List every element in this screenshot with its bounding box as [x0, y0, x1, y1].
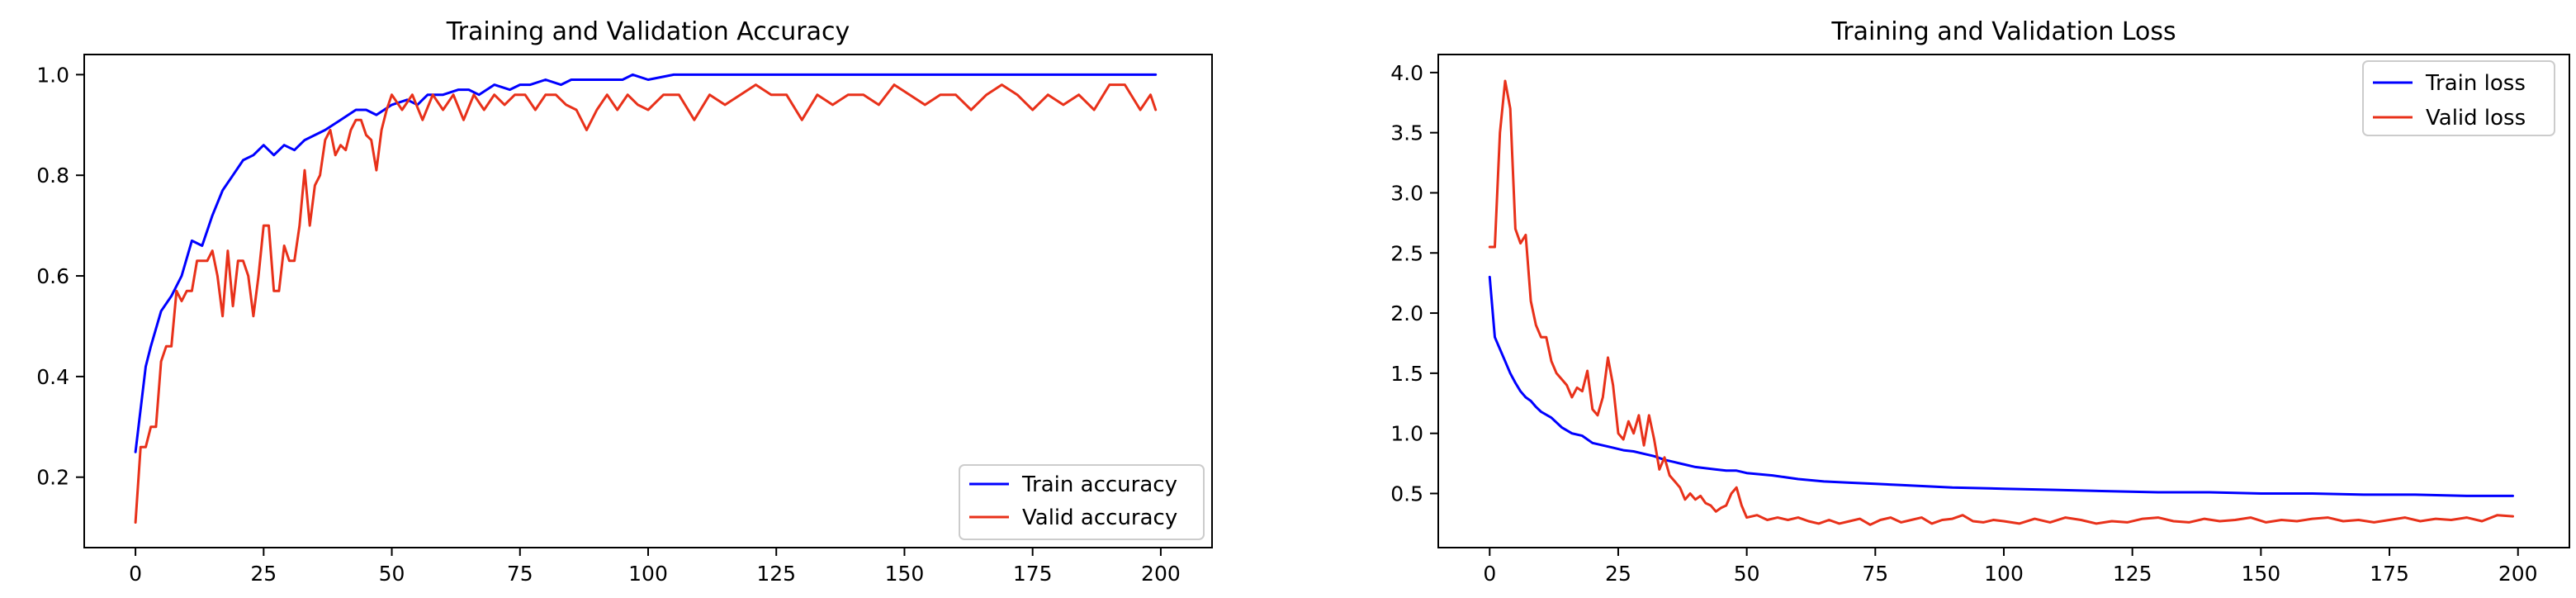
loss-x-tick-label: 0: [1483, 562, 1496, 586]
loss-x-tick-label: 200: [2498, 562, 2538, 586]
accuracy-x-tick-label: 200: [1141, 562, 1181, 586]
loss-y-tick-label: 3.5: [1390, 121, 1423, 145]
accuracy-x-tick-label: 150: [885, 562, 925, 586]
loss-legend: Train loss Valid loss: [2362, 60, 2555, 136]
accuracy-chart: Training and Validation Accuracy 0 25 50 75…: [36, 17, 1213, 586]
loss-x-tick-label: 50: [1734, 562, 1760, 586]
loss-x-tick-label: 125: [2113, 562, 2152, 586]
accuracy-x-tick-label: 125: [756, 562, 796, 586]
accuracy-x-tick-label: 75: [507, 562, 533, 586]
accuracy-y-tick-label: 0.6: [36, 264, 69, 288]
loss-plot-area: [1488, 79, 2514, 526]
loss-x-tick-label: 175: [2370, 562, 2409, 586]
accuracy-x-tick-label: 25: [250, 562, 277, 586]
legend-label-valid-loss: Valid loss: [2426, 106, 2526, 131]
loss-x-tick-label: 75: [1862, 562, 1888, 586]
accuracy-x-tick-label: 0: [129, 562, 142, 586]
accuracy-x-tick-label: 100: [628, 562, 668, 586]
loss-x-tick-label: 150: [2242, 562, 2281, 586]
accuracy-series-line-0: [134, 73, 1158, 453]
loss-axes: 0 25 50 75 100 125 150 175 200 0.5 1.0 1.5 2.0 2.5 3.0…: [1390, 54, 2570, 586]
loss-y-tick-label: 2.0: [1390, 301, 1423, 325]
loss-series-line-0: [1488, 275, 2514, 497]
accuracy-chart-title: Training and Validation Accuracy: [446, 17, 850, 46]
loss-y-tick-label: 0.5: [1390, 482, 1423, 505]
loss-y-tick-label: 2.5: [1390, 241, 1423, 265]
accuracy-legend-frame: [959, 464, 1205, 540]
accuracy-y-tick-label: 0.8: [36, 164, 69, 187]
loss-x-tick-label: 25: [1605, 562, 1631, 586]
accuracy-y-tick-label: 0.2: [36, 466, 69, 490]
loss-y-tick-label: 1.0: [1390, 422, 1423, 446]
accuracy-x-tick-label: 50: [379, 562, 405, 586]
loss-y-tick-label: 4.0: [1390, 61, 1423, 85]
loss-chart-title: Training and Validation Loss: [1830, 17, 2176, 46]
legend-label-train-accuracy: Train accuracy: [1021, 472, 1177, 497]
accuracy-y-tick-label: 1.0: [36, 63, 69, 87]
loss-y-tick-label: 3.0: [1390, 181, 1423, 205]
legend-label-train-loss: Train loss: [2425, 71, 2526, 96]
accuracy-plot-area: [134, 73, 1158, 524]
loss-chart: Training and Validation Loss 0 25 50 75 100 1…: [1390, 17, 2570, 586]
loss-x-tick-label: 100: [1984, 562, 2024, 586]
loss-y-tick-label: 1.5: [1390, 362, 1423, 386]
accuracy-x-tick-label: 175: [1013, 562, 1053, 586]
accuracy-y-tick-label: 0.4: [36, 365, 69, 389]
accuracy-series-line-1: [134, 83, 1158, 524]
legend-label-valid-accuracy: Valid accuracy: [1022, 505, 1177, 530]
loss-series-line-1: [1488, 79, 2514, 526]
accuracy-legend: Train accuracy Valid accuracy: [959, 464, 1205, 540]
accuracy-axes: 0 25 50 75 100 125 150 175 200 0.2 0.4 0.6 0.8 1.0: [36, 54, 1213, 586]
